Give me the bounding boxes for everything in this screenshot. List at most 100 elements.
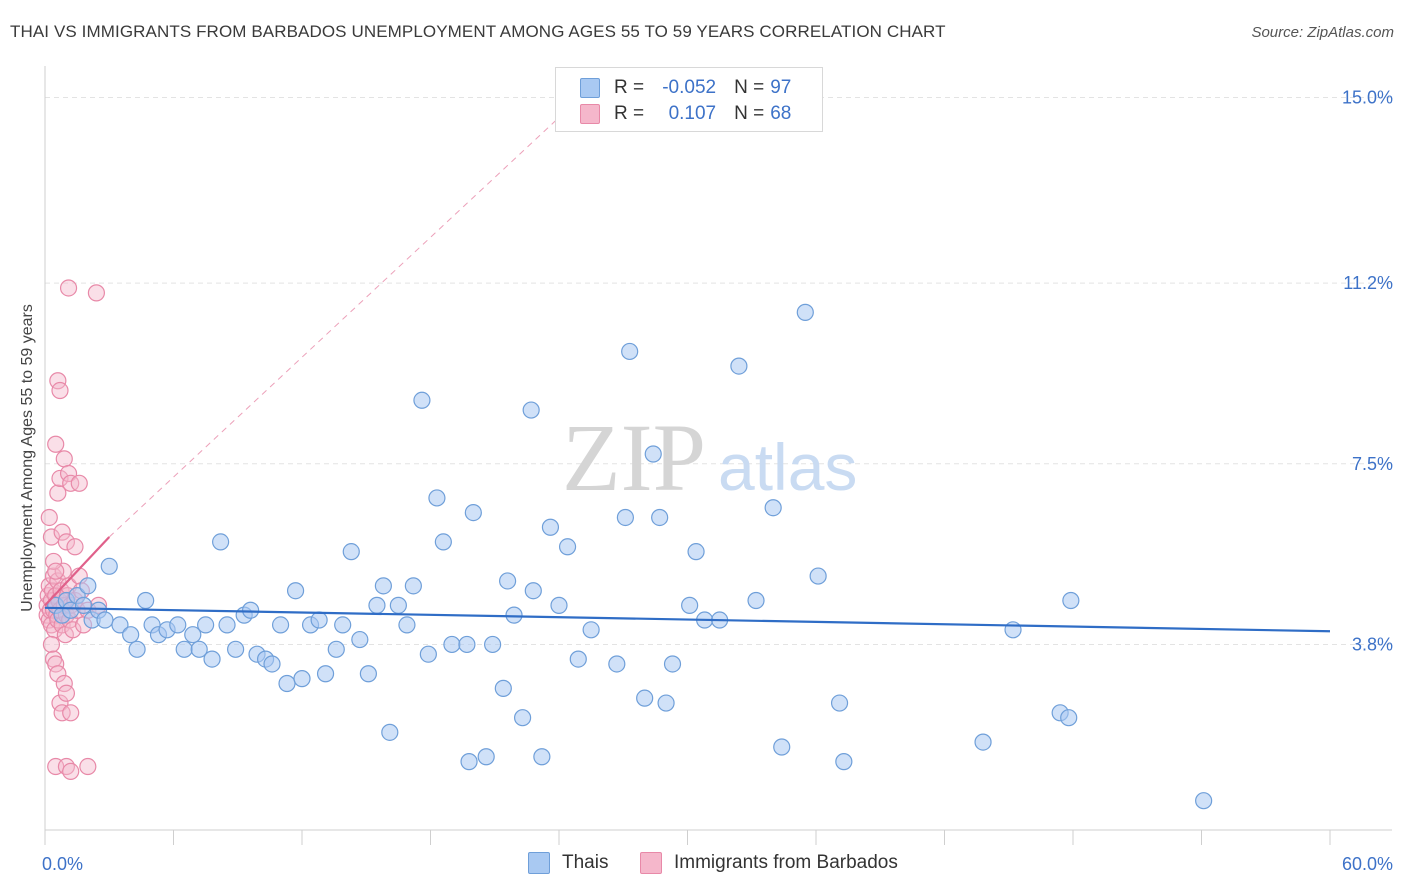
thais-point <box>293 670 311 688</box>
barbados-point <box>62 762 80 781</box>
y-tick-label: 7.5% <box>1352 454 1393 474</box>
thais-point <box>582 621 600 639</box>
legend-swatch-thais <box>580 78 600 98</box>
thais-point <box>203 650 221 668</box>
watermark: ZIP atlas <box>562 404 857 511</box>
thais-point <box>835 753 853 771</box>
correlation-legend: R = -0.052 N = 97 R = 0.107 N = 68 <box>555 67 823 132</box>
thais-point <box>644 445 662 463</box>
thais-point <box>533 748 551 766</box>
x-tick-label: 0.0% <box>42 854 83 874</box>
thais-point <box>169 616 187 634</box>
thais-point <box>1195 792 1213 810</box>
barbados-trend-line <box>44 536 111 607</box>
axes <box>44 66 1392 845</box>
legend-r-label: R = <box>614 77 645 98</box>
barbados-point <box>66 538 84 556</box>
legend-item-barbados[interactable]: Immigrants from Barbados <box>640 852 898 874</box>
thais-point <box>1062 591 1080 610</box>
thais-point <box>227 640 245 658</box>
legend-n-value-thais: 97 <box>770 77 792 98</box>
thais-point <box>616 508 634 527</box>
legend-label-barbados: Immigrants from Barbados <box>674 852 898 873</box>
thais-point <box>190 640 208 658</box>
thais-point <box>651 508 669 527</box>
thais-point <box>122 626 140 644</box>
thais-point <box>541 518 560 536</box>
watermark-zip: ZIP <box>562 404 706 511</box>
barbados-point <box>59 279 78 297</box>
thais-point <box>809 567 827 585</box>
thais-point <box>100 557 118 575</box>
y-tick-label: 11.2% <box>1343 273 1393 293</box>
thais-point <box>111 616 129 634</box>
legend-row-thais: R = -0.052 N = 97 <box>580 75 791 101</box>
thais-point <box>636 689 654 707</box>
thais-point <box>316 665 335 683</box>
thais-point <box>1004 621 1022 639</box>
barbados-point <box>40 508 58 527</box>
barbados-point <box>51 381 69 400</box>
thais-point <box>327 640 345 658</box>
legend-n-label: N = <box>734 77 765 98</box>
thais-point <box>608 655 626 673</box>
thais-point <box>413 391 431 409</box>
y-tick-label: 3.8% <box>1352 634 1393 654</box>
thais-point <box>242 601 260 619</box>
barbados-point <box>79 757 97 776</box>
thais-point <box>657 694 675 712</box>
thais-point <box>286 582 305 600</box>
barbados-points <box>38 279 108 781</box>
thais-point <box>428 489 446 507</box>
thais-point <box>212 533 230 551</box>
barbados-point <box>55 450 73 468</box>
legend-item-thais[interactable]: Thais <box>528 852 608 874</box>
thais-point <box>334 616 352 634</box>
thais-point <box>477 748 495 766</box>
thais-point <box>513 709 532 727</box>
legend-row-barbados: R = 0.107 N = 68 <box>580 101 791 127</box>
thais-point <box>663 655 682 673</box>
x-tick-label: 60.0% <box>1342 854 1393 874</box>
thais-point <box>460 753 478 771</box>
thais-point <box>184 626 202 644</box>
barbados-point <box>57 533 76 551</box>
barbados-point <box>53 523 71 541</box>
thais-point <box>558 538 577 556</box>
thais-point <box>443 635 461 654</box>
barbados-point <box>51 469 69 488</box>
thais-point <box>74 596 93 614</box>
barbados-point <box>87 284 106 302</box>
thais-point <box>79 577 97 595</box>
barbados-trend-extrapolation <box>108 97 581 538</box>
thais-point <box>524 582 542 600</box>
thais-point <box>687 543 705 561</box>
legend-swatch-thais <box>528 852 550 874</box>
thais-points <box>47 303 1213 810</box>
thais-point <box>96 611 114 629</box>
thais-point <box>398 616 416 634</box>
y-tick-label: 15.0% <box>1342 88 1393 108</box>
thais-point <box>522 401 540 419</box>
thais-point <box>263 655 281 673</box>
thais-point <box>389 596 407 614</box>
thais-point <box>505 606 523 624</box>
thais-point <box>381 723 399 741</box>
thais-point <box>499 572 517 590</box>
barbados-point <box>49 484 67 502</box>
legend-n-value-barbados: 68 <box>770 103 792 124</box>
legend-label-thais: Thais <box>562 852 609 873</box>
series-legend: Thais Immigrants from Barbados <box>0 849 1406 879</box>
thais-point <box>419 645 437 663</box>
thais-trend-line <box>44 606 1331 633</box>
thais-point <box>974 733 992 751</box>
legend-swatch-barbados <box>580 104 600 124</box>
tick-labels: 3.8% 7.5% 11.2% 15.0% 0.0% 60.0% <box>42 88 1393 874</box>
thais-point <box>773 738 791 756</box>
thais-point <box>550 596 568 614</box>
thais-point <box>359 665 377 683</box>
barbados-point <box>70 474 88 492</box>
legend-r-value-barbados: 0.107 <box>668 103 717 124</box>
thais-point <box>494 679 512 697</box>
